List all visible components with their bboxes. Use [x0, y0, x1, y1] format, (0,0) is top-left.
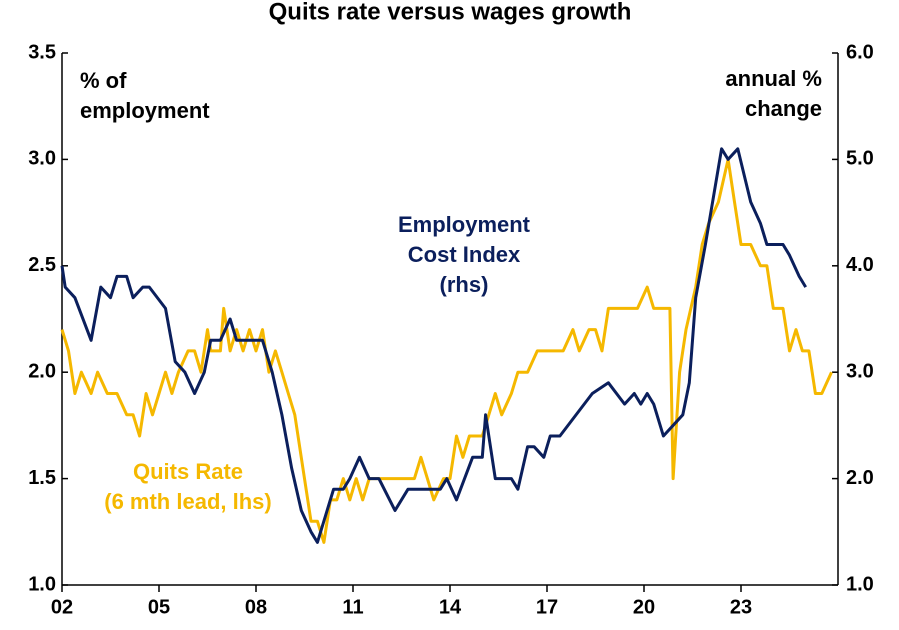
annotation: % of	[80, 68, 127, 93]
y2-tick-label: 4.0	[846, 254, 874, 276]
y2-tick-label: 2.0	[846, 467, 874, 489]
y2-tick-label: 5.0	[846, 148, 874, 170]
x-tick-label: 11	[342, 596, 363, 618]
y-tick-label: 1.0	[28, 573, 56, 595]
annotation: (rhs)	[440, 272, 489, 297]
x-tick-label: 08	[245, 596, 267, 618]
annotation: change	[745, 96, 822, 121]
annotation: Quits Rate	[133, 459, 243, 484]
y-tick-label: 2.5	[28, 254, 56, 276]
y-tick-label: 3.0	[28, 148, 56, 170]
annotation: employment	[80, 98, 210, 123]
x-tick-label: 05	[148, 596, 170, 618]
y-tick-label: 2.0	[28, 360, 56, 382]
series-line	[60, 157, 833, 544]
annotation: annual %	[725, 66, 822, 91]
series-line	[60, 147, 807, 544]
y2-tick-label: 6.0	[846, 41, 874, 63]
x-tick-label: 14	[439, 596, 462, 618]
y2-tick-label: 1.0	[846, 573, 874, 595]
chart-title: Quits rate versus wages growth	[269, 0, 632, 25]
y-tick-label: 1.5	[28, 467, 56, 489]
annotation: Cost Index	[408, 242, 521, 267]
y-tick-label: 3.5	[28, 41, 56, 63]
x-tick-label: 20	[633, 596, 655, 618]
x-tick-label: 23	[730, 596, 752, 618]
x-tick-label: 02	[51, 596, 73, 618]
annotation: Employment	[398, 212, 531, 237]
annotation: (6 mth lead, lhs)	[104, 489, 271, 514]
x-tick-label: 17	[536, 596, 558, 618]
y2-tick-label: 3.0	[846, 360, 874, 382]
